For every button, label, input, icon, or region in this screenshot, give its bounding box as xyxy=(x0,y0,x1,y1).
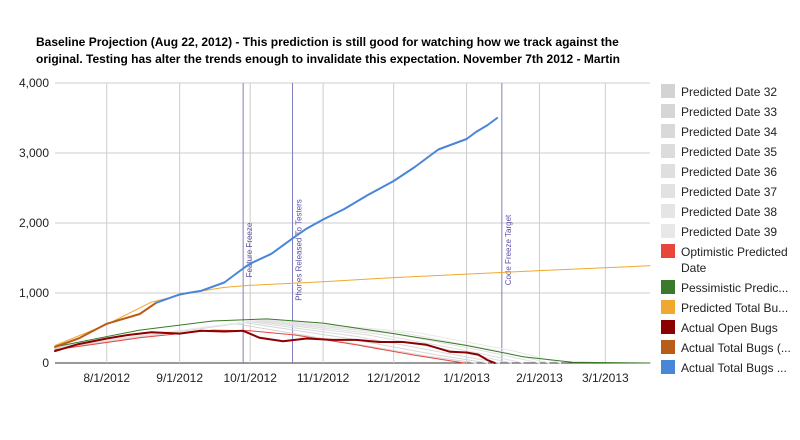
legend-label: Predicted Date 37 xyxy=(681,185,777,199)
x-tick-label: 9/1/2012 xyxy=(156,371,203,385)
annotations: Feature Freeze Phones Released To Testers… xyxy=(242,83,513,363)
annotation-label: Feature Freeze xyxy=(245,222,254,277)
y-tick-label: 4,000 xyxy=(19,76,49,90)
legend-label: Pessimistic Predic... xyxy=(681,281,788,295)
chart-title-line-1: Baseline Projection (Aug 22, 2012) - Thi… xyxy=(36,35,619,49)
x-tick-label: 3/1/2013 xyxy=(582,371,629,385)
legend-label: Actual Open Bugs xyxy=(681,321,778,335)
y-tick-label: 1,000 xyxy=(19,286,49,300)
series-line xyxy=(155,117,499,304)
x-tick-label: 1/1/2013 xyxy=(443,371,490,385)
series-line xyxy=(54,329,465,364)
axes: 0 1,000 2,000 3,000 4,000 8/1/2012 9/1/2012 10/… xyxy=(19,76,629,385)
series-line xyxy=(54,318,651,364)
series-line xyxy=(54,265,651,346)
legend-label: Predicted Date 32 xyxy=(681,85,777,99)
legend-swatch xyxy=(661,84,675,98)
grid xyxy=(55,82,650,364)
x-tick-label: 12/1/2012 xyxy=(367,371,421,385)
legend-label: Optimistic Predicted xyxy=(681,245,788,259)
series-line xyxy=(54,329,496,364)
legend-swatch xyxy=(661,204,675,218)
legend-swatch xyxy=(661,360,675,374)
legend-label: Predicted Date 35 xyxy=(681,145,777,159)
legend-swatch xyxy=(661,164,675,178)
legend-swatch xyxy=(661,280,675,294)
legend-label: Predicted Date 39 xyxy=(681,225,777,239)
x-tick-label: 10/1/2012 xyxy=(224,371,278,385)
legend-swatch xyxy=(661,124,675,138)
series-line xyxy=(54,319,562,364)
series-line xyxy=(54,319,550,364)
y-tick-label: 3,000 xyxy=(19,146,49,160)
legend-swatch xyxy=(661,340,675,354)
x-tick-label: 8/1/2012 xyxy=(83,371,130,385)
legend-swatch xyxy=(661,224,675,238)
legend-label: Predicted Date 34 xyxy=(681,125,777,139)
series-line xyxy=(54,301,158,348)
series-lines xyxy=(54,117,651,364)
y-tick-label: 0 xyxy=(42,356,49,370)
chart-title-line-2: original. Testing has alter the trends e… xyxy=(36,52,620,66)
x-tick-label: 11/1/2012 xyxy=(297,371,350,385)
y-tick-label: 2,000 xyxy=(19,216,49,230)
legend-label: Predicted Date 36 xyxy=(681,165,777,179)
annotation-label: Code Freeze Target xyxy=(504,214,513,285)
legend-swatch xyxy=(661,244,675,258)
legend-swatch xyxy=(661,184,675,198)
legend-swatch xyxy=(661,320,675,334)
legend: Predicted Date 32 Predicted Date 33 Predic… xyxy=(661,84,791,375)
x-tick-label: 2/1/2013 xyxy=(516,371,563,385)
annotation-label: Phones Released To Testers xyxy=(295,199,304,301)
legend-label: Actual Total Bugs (... xyxy=(681,341,791,355)
legend-swatch xyxy=(661,144,675,158)
legend-label: Date xyxy=(681,261,707,275)
legend-label: Actual Total Bugs ... xyxy=(681,361,787,375)
legend-label: Predicted Total Bu... xyxy=(681,301,788,315)
legend-swatch xyxy=(661,104,675,118)
legend-swatch xyxy=(661,300,675,314)
legend-label: Predicted Date 38 xyxy=(681,205,777,219)
legend-label: Predicted Date 33 xyxy=(681,105,777,119)
